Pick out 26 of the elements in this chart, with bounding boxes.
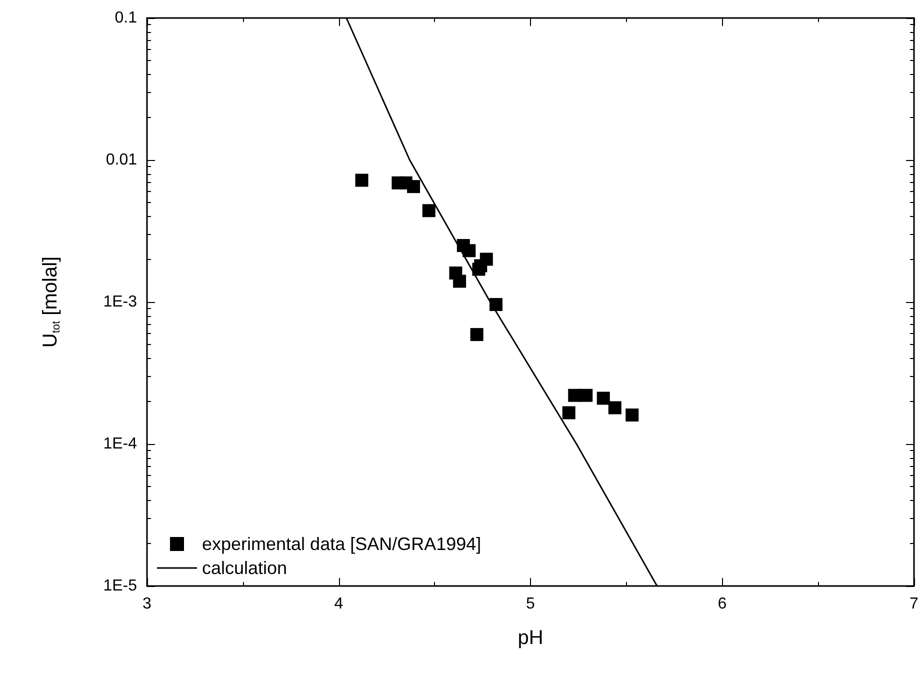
point [453, 274, 466, 288]
point [355, 174, 368, 187]
point [608, 401, 622, 414]
x-tick-label: 7 [910, 596, 919, 612]
x-tick-label: 6 [718, 596, 727, 612]
y-tick-label: 1E-5 [103, 578, 138, 594]
point [580, 388, 593, 402]
x-tick-label: 3 [142, 596, 152, 612]
x-axis-title: pH [518, 627, 544, 649]
point [626, 408, 639, 422]
y-tick-label: 0.01 [106, 152, 138, 168]
y-tick-label: 1E-4 [103, 436, 138, 452]
point [407, 180, 420, 194]
x-tick-label: 4 [334, 596, 344, 612]
point [422, 204, 436, 218]
legend-label: experimental data [SAN/GRA1994] [202, 534, 482, 554]
x-tick-label: 5 [526, 596, 536, 612]
y-tick-label: 1E-3 [103, 294, 138, 310]
y-axis-title: Utot [molal] [40, 256, 62, 348]
y-tick-label: 0.1 [114, 10, 138, 26]
point [470, 328, 484, 342]
point [462, 244, 476, 258]
point [480, 252, 493, 266]
point [562, 406, 576, 420]
point [596, 392, 610, 405]
legend-label: calculation [202, 558, 288, 578]
